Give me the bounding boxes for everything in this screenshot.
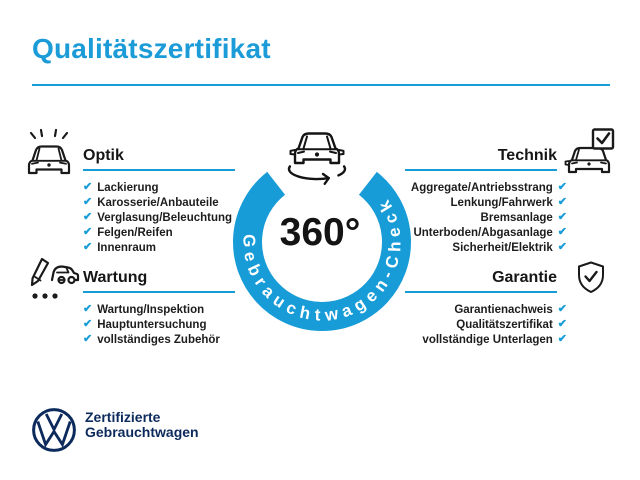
car-checkbox-icon bbox=[564, 128, 615, 174]
check-icon: ✔ bbox=[83, 303, 93, 315]
list-item: Qualitätszertifikat ✔ bbox=[405, 317, 567, 332]
check-icon: ✔ bbox=[83, 211, 93, 223]
check-icon: ✔ bbox=[557, 318, 567, 330]
check-icon: ✔ bbox=[557, 181, 567, 193]
section-divider-wartung bbox=[83, 291, 235, 293]
section-title-garantie: Garantie bbox=[492, 269, 557, 286]
section-title-optik: Optik bbox=[83, 147, 124, 164]
360-check-ring: Gebrauchtwagen-Check 360° bbox=[233, 132, 411, 331]
list-item-label: vollständige Unterlagen bbox=[422, 333, 553, 346]
section-garantie: Garantie Garantienachweis ✔ Qualitätszert… bbox=[405, 269, 567, 347]
check-icon: ✔ bbox=[83, 196, 93, 208]
list-item-label: Qualitätszertifikat bbox=[456, 318, 553, 331]
list-item-label: Sicherheit/Elektrik bbox=[452, 241, 553, 254]
checklist-garantie: Garantienachweis ✔ Qualitätszertifikat ✔ v… bbox=[405, 302, 567, 347]
list-item: ✔ Verglasung/Beleuchtung bbox=[83, 210, 245, 225]
section-divider-technik bbox=[405, 169, 557, 171]
check-icon: ✔ bbox=[83, 333, 93, 345]
check-icon: ✔ bbox=[557, 333, 567, 345]
list-item: ✔ Wartung/Inspektion bbox=[83, 302, 245, 317]
section-wartung: Wartung ✔ Wartung/Inspektion ✔ Hauptunters… bbox=[83, 269, 245, 347]
list-item: Garantienachweis ✔ bbox=[405, 302, 567, 317]
list-item: ✔ Hauptuntersuchung bbox=[83, 317, 245, 332]
list-item-label: Garantienachweis bbox=[454, 303, 553, 316]
list-item: ✔ Lackierung bbox=[83, 180, 245, 195]
check-icon: ✔ bbox=[83, 318, 93, 330]
footer-claim-line1: Zertifizierte bbox=[85, 409, 161, 425]
list-item-label: Wartung/Inspektion bbox=[97, 303, 205, 316]
section-title-technik: Technik bbox=[497, 147, 557, 164]
page-title: Qualitätszertifikat bbox=[32, 33, 271, 64]
footer-claim-line2: Gebrauchtwagen bbox=[85, 424, 199, 440]
section-divider-optik bbox=[83, 169, 235, 171]
list-item-label: vollständiges Zubehör bbox=[97, 333, 220, 346]
check-icon: ✔ bbox=[557, 241, 567, 253]
list-item: Lenkung/Fahrwerk ✔ bbox=[405, 195, 567, 210]
list-item-label: Bremsanlage bbox=[480, 211, 553, 224]
list-item-label: Unterboden/Abgasanlage bbox=[413, 226, 553, 239]
list-item-label: Felgen/Reifen bbox=[97, 226, 173, 239]
section-title-wartung: Wartung bbox=[83, 269, 148, 286]
list-item-label: Lenkung/Fahrwerk bbox=[450, 196, 553, 209]
list-item-label: Verglasung/Beleuchtung bbox=[97, 211, 233, 224]
list-item: Aggregate/Antriebsstrang ✔ bbox=[405, 180, 567, 195]
check-icon: ✔ bbox=[83, 226, 93, 238]
list-item: ✔ Innenraum bbox=[83, 240, 245, 255]
list-item: Bremsanlage ✔ bbox=[405, 210, 567, 225]
list-item: Unterboden/Abgasanlage ✔ bbox=[405, 225, 567, 240]
list-item-label: Karosserie/Anbauteile bbox=[97, 196, 219, 209]
list-item: ✔ Karosserie/Anbauteile bbox=[83, 195, 245, 210]
list-item: ✔ Felgen/Reifen bbox=[83, 225, 245, 240]
360-label: 360° bbox=[280, 211, 361, 254]
footer-claim: Zertifizierte Gebrauchtwagen bbox=[85, 410, 199, 440]
section-divider-garantie bbox=[405, 291, 557, 293]
title-divider bbox=[32, 84, 610, 86]
shield-check-icon bbox=[578, 261, 604, 293]
checklist-wartung: ✔ Wartung/Inspektion ✔ Hauptuntersuchung ✔… bbox=[83, 302, 245, 347]
car-front-rotation-icon bbox=[287, 132, 347, 185]
car-shine-icon bbox=[27, 128, 71, 175]
check-icon: ✔ bbox=[557, 211, 567, 223]
check-icon: ✔ bbox=[557, 226, 567, 238]
section-optik: Optik ✔ Lackierung ✔ Karosserie/Anbauteile… bbox=[83, 147, 245, 255]
check-icon: ✔ bbox=[83, 241, 93, 253]
vw-logo bbox=[32, 408, 76, 452]
checklist-pen-car-icon bbox=[30, 257, 80, 299]
checklist-optik: ✔ Lackierung ✔ Karosserie/Anbauteile ✔ Verg… bbox=[83, 180, 245, 255]
list-item-label: Aggregate/Antriebsstrang bbox=[410, 181, 553, 194]
check-icon: ✔ bbox=[83, 181, 93, 193]
list-item-label: Innenraum bbox=[97, 241, 157, 254]
list-item: ✔ vollständiges Zubehör bbox=[83, 332, 245, 347]
list-item: vollständige Unterlagen ✔ bbox=[405, 332, 567, 347]
list-item-label: Lackierung bbox=[97, 181, 159, 194]
check-icon: ✔ bbox=[557, 303, 567, 315]
list-item-label: Hauptuntersuchung bbox=[97, 318, 207, 331]
check-icon: ✔ bbox=[557, 196, 567, 208]
list-item: Sicherheit/Elektrik ✔ bbox=[405, 240, 567, 255]
ring-arc bbox=[233, 171, 411, 331]
section-technik: Technik Aggregate/Antriebsstrang ✔ Lenkun… bbox=[405, 147, 567, 255]
checklist-technik: Aggregate/Antriebsstrang ✔ Lenkung/Fahrwe… bbox=[405, 180, 567, 255]
